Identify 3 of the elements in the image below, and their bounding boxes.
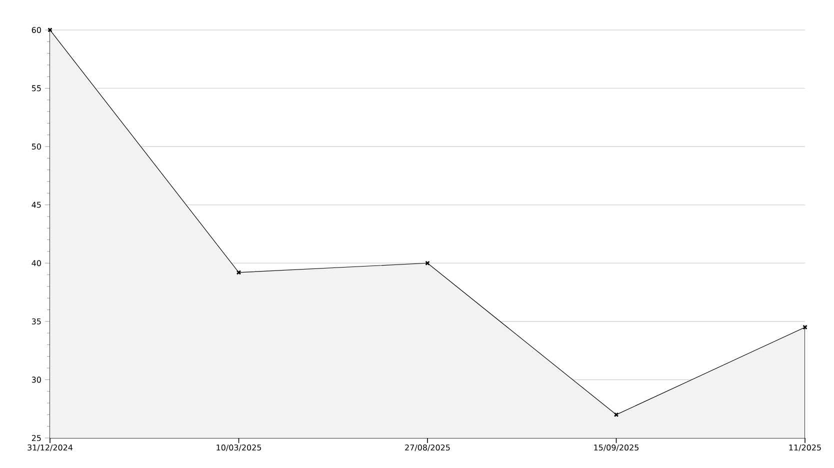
point (425, 260, 430, 266)
point (236, 270, 242, 275)
point (614, 412, 619, 418)
